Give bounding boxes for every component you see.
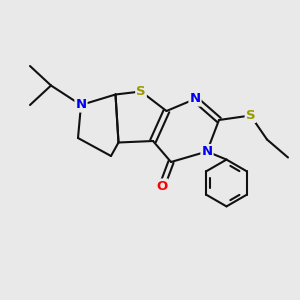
Text: N: N: [201, 145, 213, 158]
Text: O: O: [156, 179, 168, 193]
Text: S: S: [246, 109, 255, 122]
Text: S: S: [136, 85, 146, 98]
Text: N: N: [75, 98, 87, 112]
Text: N: N: [189, 92, 201, 106]
